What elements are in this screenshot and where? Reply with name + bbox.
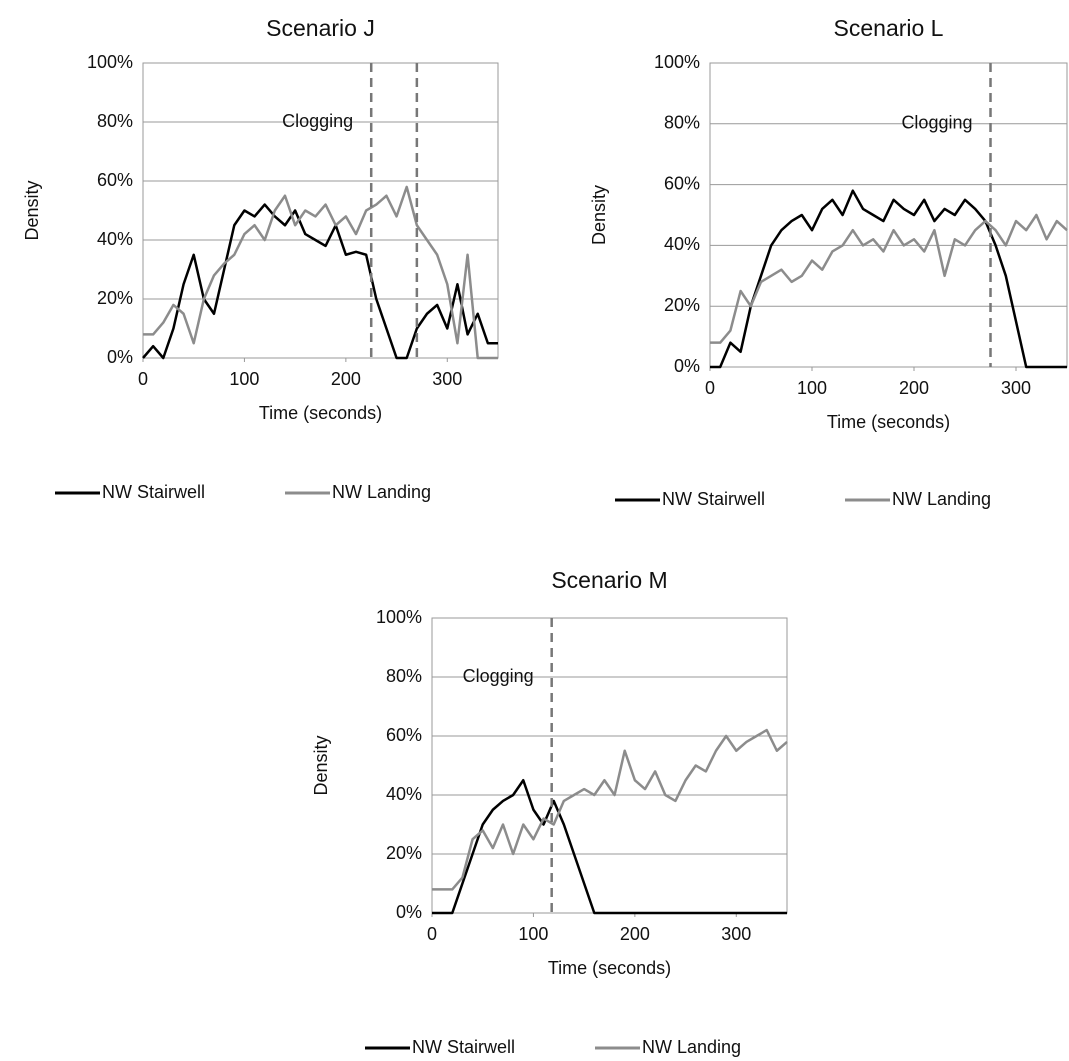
x-axis-label: Time (seconds) (548, 958, 671, 978)
chart-title: Scenario L (834, 15, 944, 41)
y-tick-label: 60% (386, 725, 422, 745)
y-tick-label: 80% (97, 111, 133, 131)
legend-label: NW Stairwell (102, 482, 205, 502)
y-tick-label: 20% (664, 295, 700, 315)
x-tick-label: 300 (721, 924, 751, 944)
x-tick-label: 0 (427, 924, 437, 944)
x-tick-label: 300 (432, 369, 462, 389)
chart-title: Scenario M (551, 567, 667, 593)
x-tick-label: 100 (229, 369, 259, 389)
x-tick-label: 100 (518, 924, 548, 944)
line-series (142, 203, 498, 360)
y-tick-label: 40% (386, 784, 422, 804)
annotation: Clogging (901, 113, 972, 133)
y-tick-label: 0% (107, 347, 133, 367)
x-tick-label: 200 (331, 369, 361, 389)
annotation: Clogging (463, 666, 534, 686)
plot-frame (709, 62, 1068, 368)
legend-label: NW Landing (332, 482, 431, 502)
chart-title: Scenario J (266, 15, 375, 41)
x-tick-label: 200 (620, 924, 650, 944)
plot-frame (431, 617, 788, 914)
x-tick-label: 300 (1001, 378, 1031, 398)
x-tick-label: 0 (138, 369, 148, 389)
y-axis-label: Density (589, 185, 609, 245)
line-series (710, 189, 1067, 369)
y-tick-label: 80% (386, 666, 422, 686)
y-tick-label: 60% (664, 173, 700, 193)
plot-frame (142, 62, 499, 359)
annotation: Clogging (282, 111, 353, 131)
y-tick-label: 20% (97, 288, 133, 308)
line-series (432, 779, 787, 915)
y-tick-label: 60% (97, 170, 133, 190)
legend-label: NW Stairwell (662, 489, 765, 509)
x-tick-label: 100 (797, 378, 827, 398)
line-series (710, 213, 1068, 344)
line-series (143, 185, 498, 360)
y-axis-label: Density (22, 180, 42, 240)
x-axis-label: Time (seconds) (259, 403, 382, 423)
y-tick-label: 100% (87, 52, 133, 72)
legend-label: NW Stairwell (412, 1037, 515, 1057)
x-tick-label: 0 (705, 378, 715, 398)
legend-label: NW Landing (642, 1037, 741, 1057)
y-tick-label: 100% (376, 607, 422, 627)
x-tick-label: 200 (899, 378, 929, 398)
line-series (432, 728, 788, 891)
y-tick-label: 0% (396, 902, 422, 922)
legend-label: NW Landing (892, 489, 991, 509)
y-tick-label: 40% (664, 234, 700, 254)
y-tick-label: 20% (386, 843, 422, 863)
y-axis-label: Density (311, 735, 331, 795)
y-tick-label: 40% (97, 229, 133, 249)
y-tick-label: 80% (664, 113, 700, 133)
y-tick-label: 0% (674, 356, 700, 376)
x-axis-label: Time (seconds) (827, 412, 950, 432)
y-tick-label: 100% (654, 52, 700, 72)
